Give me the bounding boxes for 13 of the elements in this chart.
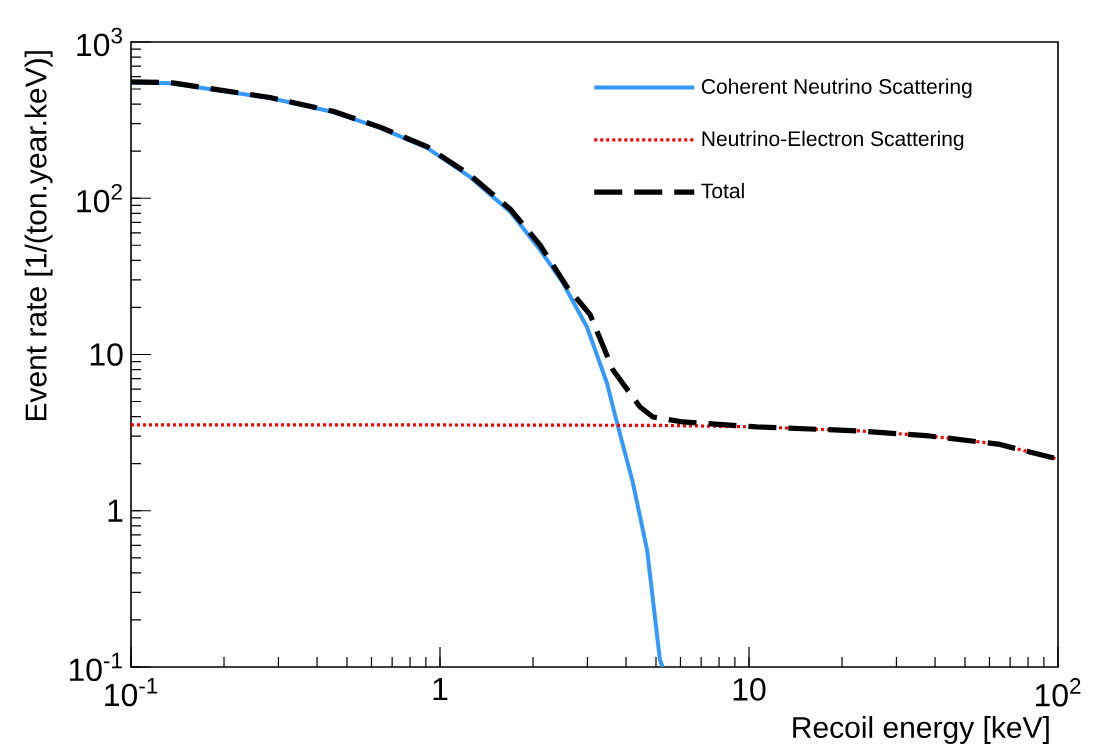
y-tick-label: 1 (108, 499, 123, 522)
y-axis-title: Event rate [1/(ton.year.keV)] (24, 51, 53, 421)
x-tick-label: 10 (733, 678, 766, 701)
legend-label: Neutrino-Electron Scattering (702, 130, 964, 151)
x-axis-title: Recoil energy [keV] (793, 716, 1049, 744)
legend-label: Total (701, 182, 744, 199)
legend-label: Coherent Neutrino Scattering (701, 78, 972, 99)
x-tick-label: 10$^{2}$ (1035, 678, 1081, 707)
y-tick-label: 10$^{2}$ (77, 183, 122, 213)
y-tick-label: 10 (90, 343, 123, 366)
y-tick-label: 10$^{-1}$ (69, 652, 122, 682)
x-tick-label: 1 (433, 678, 448, 701)
y-tick-label: 10$^{3}$ (77, 27, 122, 57)
